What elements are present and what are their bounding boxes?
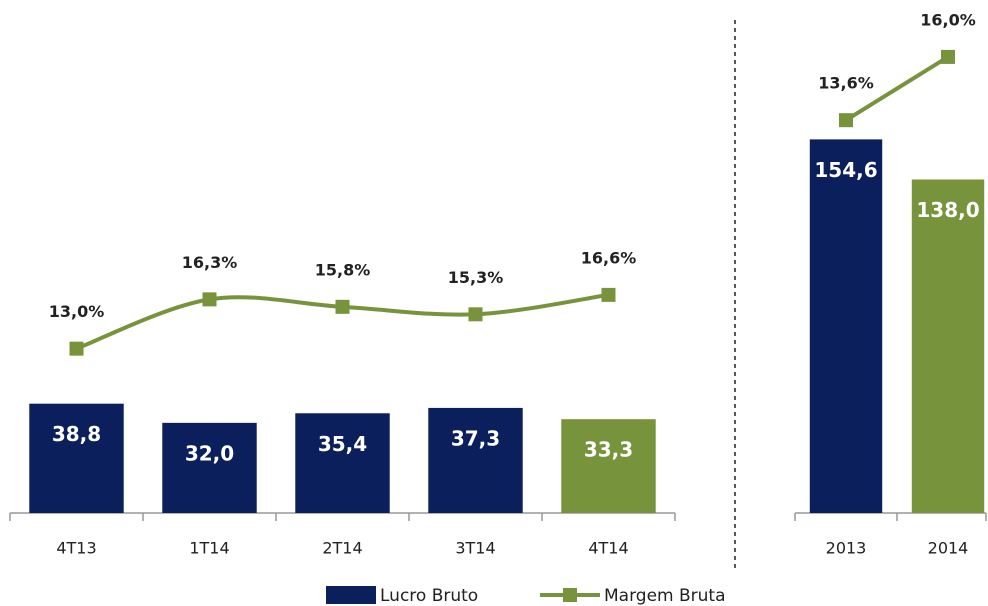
legend-swatch [563,588,577,602]
line-marker [839,113,853,128]
bar [561,419,656,513]
legend-swatch [326,586,376,604]
x-tick-label: 3T14 [455,539,495,558]
bar [162,422,257,513]
bar-label: 33,3 [584,438,633,462]
bar-label: 38,8 [52,422,101,446]
bar [809,139,883,513]
line-label: 16,3% [182,253,238,272]
x-tick-label: 4T13 [56,539,96,558]
legend-label: Lucro Bruto [380,586,478,606]
line-label: 16,0% [920,10,976,29]
line-label: 16,6% [581,248,637,267]
line-marker [335,299,350,314]
bar [428,407,523,513]
line-label: 15,3% [448,268,504,287]
bar-label: 154,6 [814,158,877,182]
line-marker [941,49,955,64]
x-tick-label: 4T14 [588,539,628,558]
x-tick-label: 2013 [826,539,867,558]
line-marker [69,341,84,356]
bar-label: 32,0 [185,441,234,465]
bar-label: 138,0 [916,198,979,222]
x-tick-label: 1T14 [189,539,229,558]
x-tick-label: 2T14 [322,539,362,558]
bar [295,413,390,513]
legend-label: Margem Bruta [604,586,726,606]
bar-label: 35,4 [318,432,367,456]
line-marker [601,287,616,302]
bar [29,403,124,513]
line-label: 15,8% [315,260,371,279]
line-label: 13,0% [49,302,105,321]
bar [911,179,985,513]
line [844,55,950,122]
line-label: 13,6% [818,74,874,93]
line-marker [468,307,483,322]
bar-label: 37,3 [451,426,500,450]
x-tick-label: 2014 [928,539,969,558]
line-marker [202,292,217,307]
